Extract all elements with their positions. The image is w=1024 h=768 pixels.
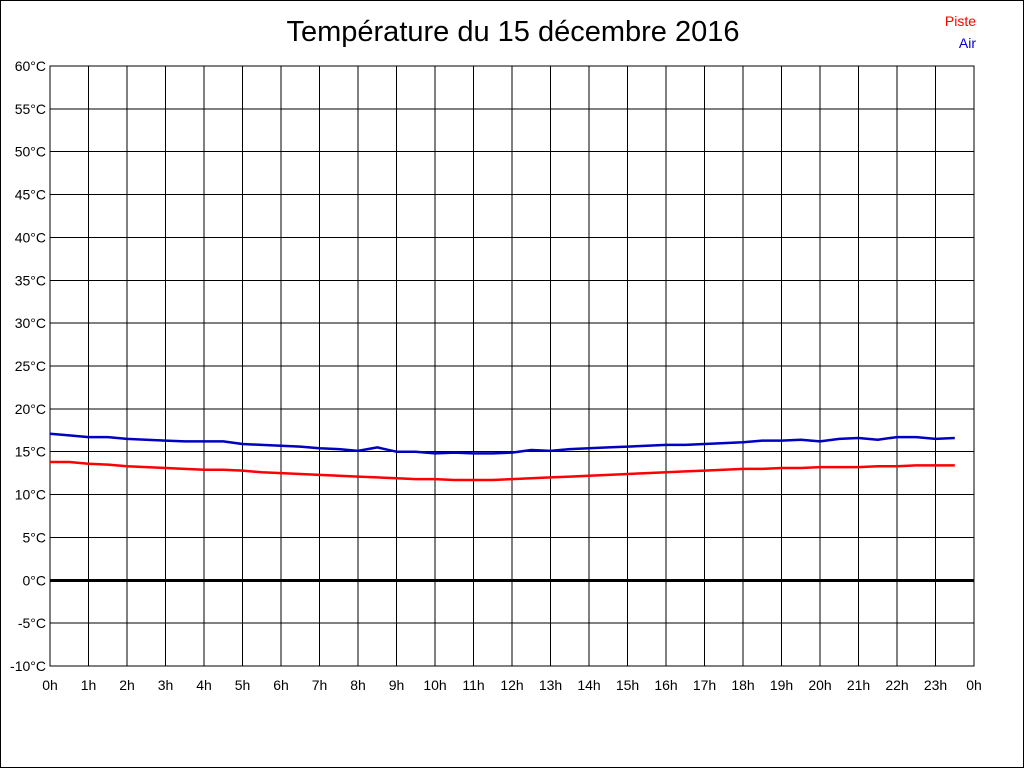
y-tick-label: -10°C: [10, 658, 46, 674]
x-tick-label: 14h: [577, 677, 600, 693]
y-tick-label: 25°C: [15, 358, 46, 374]
x-tick-label: 21h: [847, 677, 870, 693]
x-tick-label: 4h: [196, 677, 212, 693]
x-tick-label: 17h: [693, 677, 716, 693]
series-line-air: [49, 432, 955, 455]
series-line-piste: [50, 460, 955, 482]
y-tick-label: 20°C: [15, 401, 46, 417]
x-tick-label: 1h: [81, 677, 97, 693]
x-tick-label: 12h: [500, 677, 523, 693]
x-tick-label: 0h: [42, 677, 58, 693]
y-tick-label: 30°C: [15, 315, 46, 331]
x-tick-label: 13h: [539, 677, 562, 693]
x-tick-label: 22h: [885, 677, 908, 693]
x-tick-label: 16h: [654, 677, 677, 693]
x-tick-label: 7h: [312, 677, 328, 693]
legend-air: Air: [958, 35, 976, 51]
y-tick-label: 5°C: [23, 529, 47, 545]
x-tick-label: 18h: [731, 677, 754, 693]
y-tick-label: 35°C: [15, 272, 46, 288]
legend-piste: Piste: [944, 13, 976, 29]
x-tick-label: 10h: [423, 677, 446, 693]
y-tick-label: 55°C: [15, 101, 46, 117]
chart-title: Température du 15 décembre 2016: [286, 16, 740, 48]
y-tick-label: 50°C: [15, 144, 46, 160]
x-tick-label: 20h: [808, 677, 831, 693]
x-tick-label: 5h: [235, 677, 251, 693]
x-tick-label: 2h: [119, 677, 135, 693]
y-tick-label: 60°C: [15, 58, 46, 74]
y-tick-label: 45°C: [15, 187, 46, 203]
x-tick-label: 23h: [924, 677, 947, 693]
x-tick-label: 9h: [389, 677, 405, 693]
y-tick-label: 0°C: [23, 572, 47, 588]
x-tick-label: 8h: [350, 677, 366, 693]
x-tick-label: 11h: [462, 677, 484, 693]
y-tick-label: 15°C: [15, 444, 46, 460]
plot-border: [49, 65, 975, 667]
x-tick-label: 19h: [770, 677, 793, 693]
y-tick-label: 10°C: [15, 487, 46, 503]
y-tick-label: 40°C: [15, 229, 46, 245]
y-tick-label: -5°C: [18, 615, 46, 631]
x-tick-label: 6h: [273, 677, 289, 693]
x-tick-label: 0h: [966, 677, 982, 693]
x-tick-label: 15h: [616, 677, 639, 693]
x-tick-label: 3h: [158, 677, 174, 693]
